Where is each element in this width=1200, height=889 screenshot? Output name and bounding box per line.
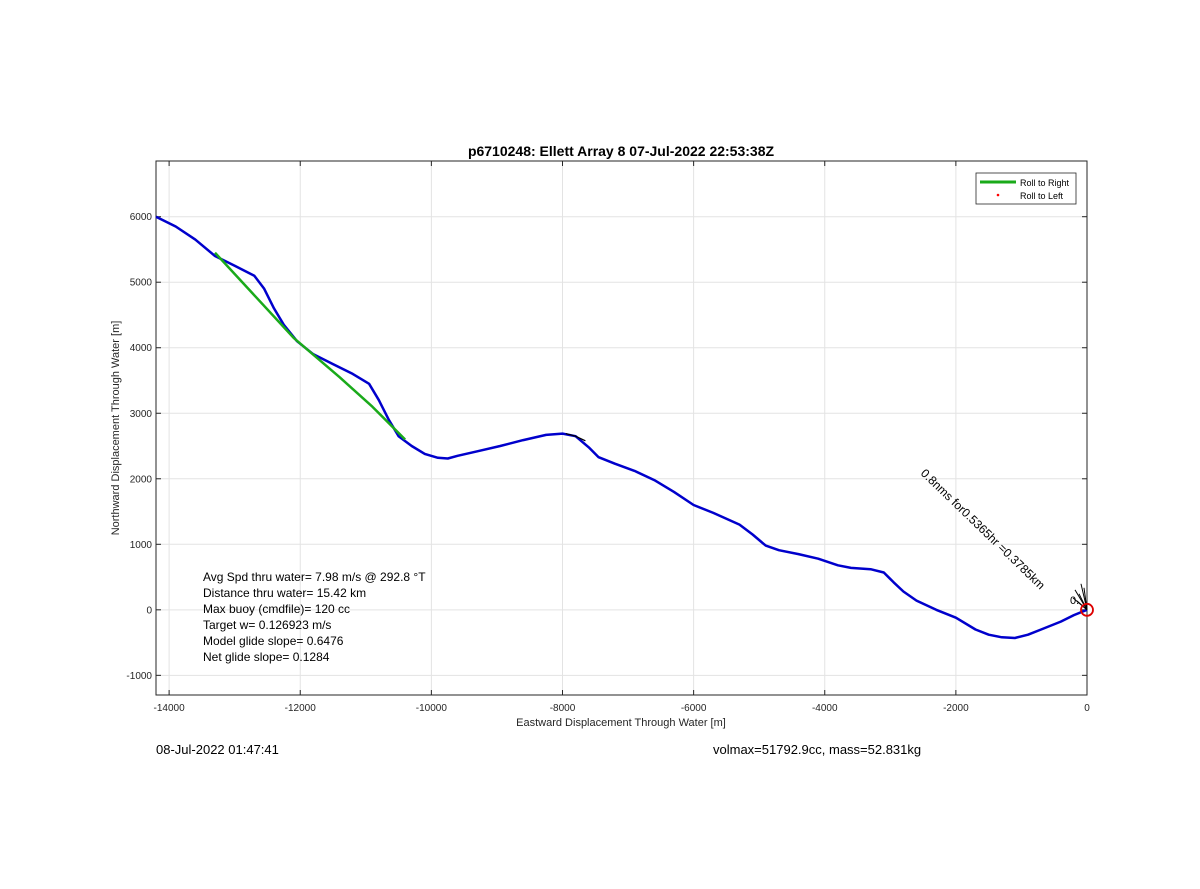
x-tick-label: -14000	[154, 703, 186, 714]
y-tick-label: 1000	[130, 540, 153, 551]
x-tick-label: -2000	[943, 703, 969, 714]
plot-frame	[155, 160, 1088, 696]
stats-annotation-line: Distance thru water= 15.42 km	[203, 586, 366, 600]
x-tick-label: -10000	[416, 703, 448, 714]
x-axis-label: Eastward Displacement Through Water [m]	[516, 717, 726, 729]
footer-timestamp: 08-Jul-2022 01:47:41	[156, 742, 279, 757]
footer-vol-mass: volmax=51792.9cc, mass=52.831kg	[713, 742, 922, 757]
x-tick-label: -12000	[285, 703, 317, 714]
legend: Roll to Right Roll to Left	[975, 172, 1077, 205]
y-tick-label: 4000	[130, 343, 153, 354]
series-layer	[155, 215, 1088, 640]
stats-annotation-line: Avg Spd thru water= 7.98 m/s @ 292.8 °T	[203, 570, 426, 584]
stats-annotation-line: Target w= 0.126923 m/s	[203, 618, 331, 632]
y-tick-label: 2000	[130, 474, 153, 485]
y-tick-label: 6000	[130, 212, 153, 223]
x-tick-label: -8000	[550, 703, 576, 714]
axis-ticks: -14000 -12000 -10000 -8000 -6000 -4000 -2000 0-…	[126, 161, 1090, 714]
y-tick-label: -1000	[126, 671, 152, 682]
rotated-distance-annotation: 0.8nms for0.5365hr =0.3785km	[918, 466, 1048, 592]
stats-annotation-line: Model glide slope= 0.6476	[203, 634, 344, 648]
stats-annotation-line: Net glide slope= 0.1284	[203, 650, 330, 664]
legend-label-roll-left: Roll to Left	[1020, 191, 1064, 201]
y-axis-label: Northward Displacement Through Water [m]	[110, 321, 122, 536]
stats-annotation-line: Max buoy (cmdfile)= 120 cc	[203, 602, 350, 616]
start-marker-label: 0.	[1070, 595, 1079, 607]
arrow-stroke	[1078, 593, 1088, 611]
grid-lines	[156, 161, 1088, 695]
x-tick-label: 0	[1084, 703, 1090, 714]
legend-swatch-roll-left	[996, 193, 1000, 197]
start-marker-circle	[1080, 602, 1094, 617]
stats-annotations: Avg Spd thru water= 7.98 m/s @ 292.8 °T D…	[203, 570, 426, 664]
y-tick-label: 3000	[130, 409, 153, 420]
chart-title: p6710248: Ellett Array 8 07-Jul-2022 22:…	[468, 143, 775, 159]
legend-box	[975, 172, 1077, 205]
x-tick-label: -4000	[812, 703, 838, 714]
marker-layer	[1072, 583, 1094, 617]
x-tick-label: -6000	[681, 703, 707, 714]
series-line-1	[214, 251, 406, 441]
arrow-stroke	[1083, 587, 1088, 610]
y-tick-label: 5000	[130, 278, 153, 289]
legend-label-roll-right: Roll to Right	[1020, 178, 1070, 188]
series-line-2	[565, 433, 586, 442]
y-tick-label: 0	[146, 605, 152, 616]
